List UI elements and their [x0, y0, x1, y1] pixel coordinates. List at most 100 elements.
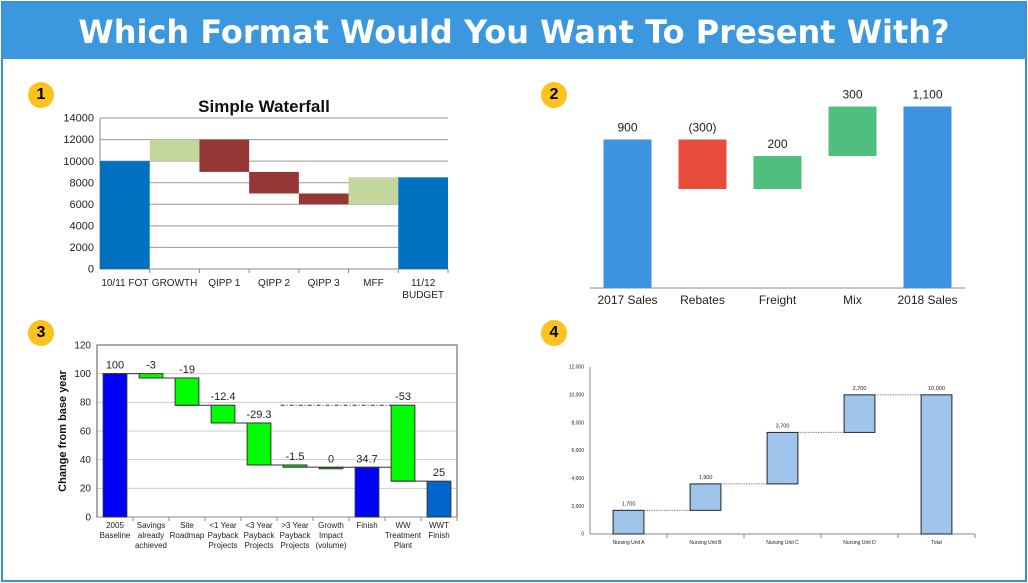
x-tick-label: Projects — [281, 541, 310, 550]
x-tick-label: Rebates — [680, 293, 725, 307]
x-tick-label: Baseline — [100, 531, 131, 540]
bar-decrease — [298, 193, 349, 205]
data-label: 34.7 — [356, 453, 377, 465]
x-tick-label: 2017 Sales — [597, 293, 657, 307]
data-label: 200 — [767, 137, 787, 151]
y-tick-label: 4,000 — [571, 476, 584, 482]
bar-decrease — [138, 373, 164, 379]
badge-3: 3 — [28, 320, 54, 346]
x-tick-label: Nursing Unit B — [689, 540, 722, 546]
y-tick-label: 40 — [80, 455, 92, 466]
x-tick-label: 10/11 FOT — [101, 278, 148, 289]
x-tick-label: Payback — [280, 531, 312, 540]
badge-4: 4 — [541, 320, 567, 346]
x-tick-label: >3 Year — [281, 521, 309, 530]
y-tick-label: 4000 — [70, 221, 94, 233]
x-tick-label: Roadmap — [170, 531, 205, 540]
data-label: -29.3 — [246, 409, 271, 421]
y-tick-label: 12000 — [63, 134, 94, 146]
x-tick-label: Nursing Unit A — [613, 540, 646, 546]
y-axis-label: Change from base year — [57, 369, 69, 491]
data-label: 3,700 — [776, 423, 790, 429]
bar-decrease — [174, 377, 200, 406]
x-tick-label: Growth — [318, 521, 344, 530]
x-tick-label: Finish — [356, 521, 377, 530]
x-tick-label: <3 Year — [245, 521, 273, 530]
x-tick-label: 2005 — [106, 521, 124, 530]
x-tick-label: Nursing Unit D — [843, 540, 876, 546]
x-tick-label: GROWTH — [152, 278, 198, 289]
data-label: 0 — [328, 453, 334, 465]
x-tick-label: Plant — [394, 541, 413, 550]
y-tick-label: 80 — [80, 398, 92, 409]
x-tick-label: <1 Year — [209, 521, 237, 530]
data-label: 25 — [433, 467, 445, 479]
x-tick-label: Total — [931, 540, 942, 546]
data-label: 100 — [106, 360, 124, 372]
x-tick-label: WWT — [429, 521, 449, 530]
chart-title: Simple Waterfall — [198, 97, 330, 116]
x-tick-label: MFF — [363, 278, 384, 289]
data-label: -1.5 — [286, 451, 305, 463]
bar-decrease — [210, 404, 236, 424]
bar-increase — [612, 509, 645, 535]
data-label: 300 — [842, 88, 862, 102]
y-tick-label: 6000 — [70, 199, 94, 211]
data-label: 1,900 — [699, 475, 713, 481]
data-label: -12.4 — [210, 391, 235, 403]
y-tick-label: 8000 — [70, 177, 94, 189]
y-tick-label: 14000 — [63, 113, 94, 125]
bar-decrease — [390, 404, 416, 482]
y-tick-label: 10000 — [63, 156, 94, 168]
x-tick-label: QIPP 1 — [208, 278, 240, 289]
y-tick-label: 100 — [74, 369, 91, 380]
x-tick-label: Finish — [428, 531, 449, 540]
x-tick-label: BUDGET — [402, 290, 444, 301]
x-tick-label: Nursing Unit C — [766, 540, 799, 546]
bar-increase — [348, 177, 399, 205]
x-tick-label: Treatment — [385, 531, 422, 540]
badge-2: 2 — [541, 82, 567, 108]
x-tick-label: Freight — [759, 293, 797, 307]
bar-total — [102, 373, 128, 518]
bar-increase — [828, 106, 877, 156]
y-tick-label: 2000 — [70, 242, 94, 254]
x-tick-label: Payback — [208, 531, 240, 540]
bar-increase — [149, 139, 200, 162]
bar-total — [398, 177, 448, 269]
x-tick-label: Site — [180, 521, 194, 530]
y-tick-label: 12,000 — [569, 365, 585, 371]
badge-1: 1 — [28, 82, 54, 108]
bar-total — [903, 106, 952, 288]
x-tick-label: Projects — [245, 541, 274, 550]
x-tick-label: Payback — [244, 531, 276, 540]
y-tick-label: 0 — [581, 532, 584, 538]
x-tick-label: achieved — [135, 541, 167, 550]
data-label: 1,100 — [912, 88, 942, 102]
data-label: 900 — [617, 121, 637, 135]
x-tick-label: (volume) — [315, 541, 346, 550]
bar-increase — [689, 483, 722, 511]
data-label: -53 — [395, 391, 411, 403]
x-tick-label: Impact — [319, 531, 344, 540]
x-tick-label: already — [138, 531, 164, 540]
data-label: -3 — [146, 360, 156, 372]
x-tick-label: Savings — [137, 521, 165, 530]
bar-increase — [753, 156, 802, 189]
y-tick-label: 20 — [80, 484, 92, 495]
y-tick-label: 2,000 — [571, 504, 584, 510]
x-tick-label: Mix — [843, 293, 862, 307]
slide-title: Which Format Would You Want To Present W… — [3, 3, 1025, 59]
bar-decrease — [678, 139, 727, 189]
y-tick-label: 10,000 — [569, 393, 585, 399]
data-label: 10,000 — [928, 386, 945, 392]
bar-total — [354, 466, 380, 518]
y-tick-label: 120 — [74, 340, 91, 351]
data-label: 2,700 — [853, 386, 867, 392]
y-tick-label: 6,000 — [571, 448, 584, 454]
data-label: -19 — [179, 364, 195, 376]
x-tick-label: 11/12 — [411, 278, 436, 289]
bar-increase — [843, 394, 876, 433]
